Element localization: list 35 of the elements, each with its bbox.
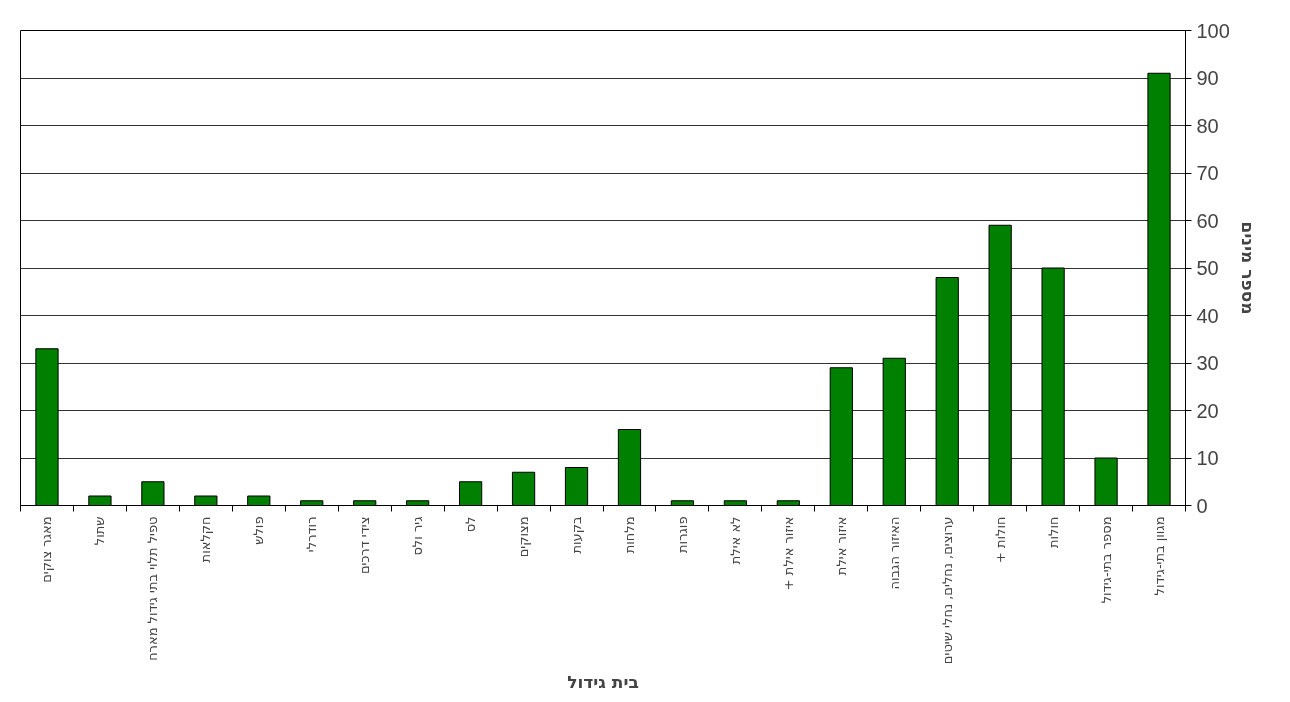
x-tick-label: ערוצים, נחלים, נחלי שיטים xyxy=(939,516,955,665)
x-tick-label: פוגרות xyxy=(674,516,690,553)
x-tick-label: שתול xyxy=(92,516,108,546)
x-tick-label: מספר בתי-גידול xyxy=(1098,516,1114,604)
x-tick-label: האיזור הגבוה xyxy=(886,516,902,590)
x-tick-label: מאגר צוקים xyxy=(39,516,55,583)
x-tick-label: מלחות xyxy=(621,516,637,554)
x-tick-label: איזור אילת + xyxy=(780,516,796,591)
x-axis-title: בית גידול xyxy=(567,672,639,693)
x-tick-label: טפיל תלוי בתי גידול מארח xyxy=(145,516,161,661)
y-tick-label: 0 xyxy=(1196,494,1208,517)
y-tick-label: 10 xyxy=(1196,447,1219,469)
y-tick-label: 60 xyxy=(1196,209,1219,232)
x-tick-label: צידי דרכים xyxy=(357,516,373,575)
x-tick-label: בקעות xyxy=(569,516,585,554)
x-tick-label: איזור אילת xyxy=(833,516,849,576)
x-tick-label: חקלאות xyxy=(198,516,214,563)
y-tick-label: 50 xyxy=(1196,257,1219,279)
x-tick-label: מצוקים xyxy=(516,516,532,558)
x-tick-label: פולש xyxy=(251,516,267,545)
y-tick-label: 20 xyxy=(1196,399,1219,422)
y-tick-label: 90 xyxy=(1196,67,1219,89)
y-tick-label: 80 xyxy=(1196,114,1219,137)
y-tick-label: 40 xyxy=(1196,304,1219,327)
x-tick-label: גיר ולס xyxy=(410,516,426,556)
x-tick-label: מגוון בתי-גידול xyxy=(1151,516,1167,596)
y-tick-label: 70 xyxy=(1196,162,1219,184)
x-tick-label: רודרלי xyxy=(304,516,320,553)
x-tick-label: חולות + xyxy=(992,516,1008,564)
x-tick-label: לא אילת xyxy=(727,516,743,565)
x-tick-label: חולות xyxy=(1045,516,1061,549)
y-tick-label: 30 xyxy=(1196,352,1219,374)
y-tick-label: 100 xyxy=(1196,19,1230,42)
y-axis-title: מספר מינים xyxy=(1237,221,1258,315)
x-tick-label: לס xyxy=(463,516,479,533)
